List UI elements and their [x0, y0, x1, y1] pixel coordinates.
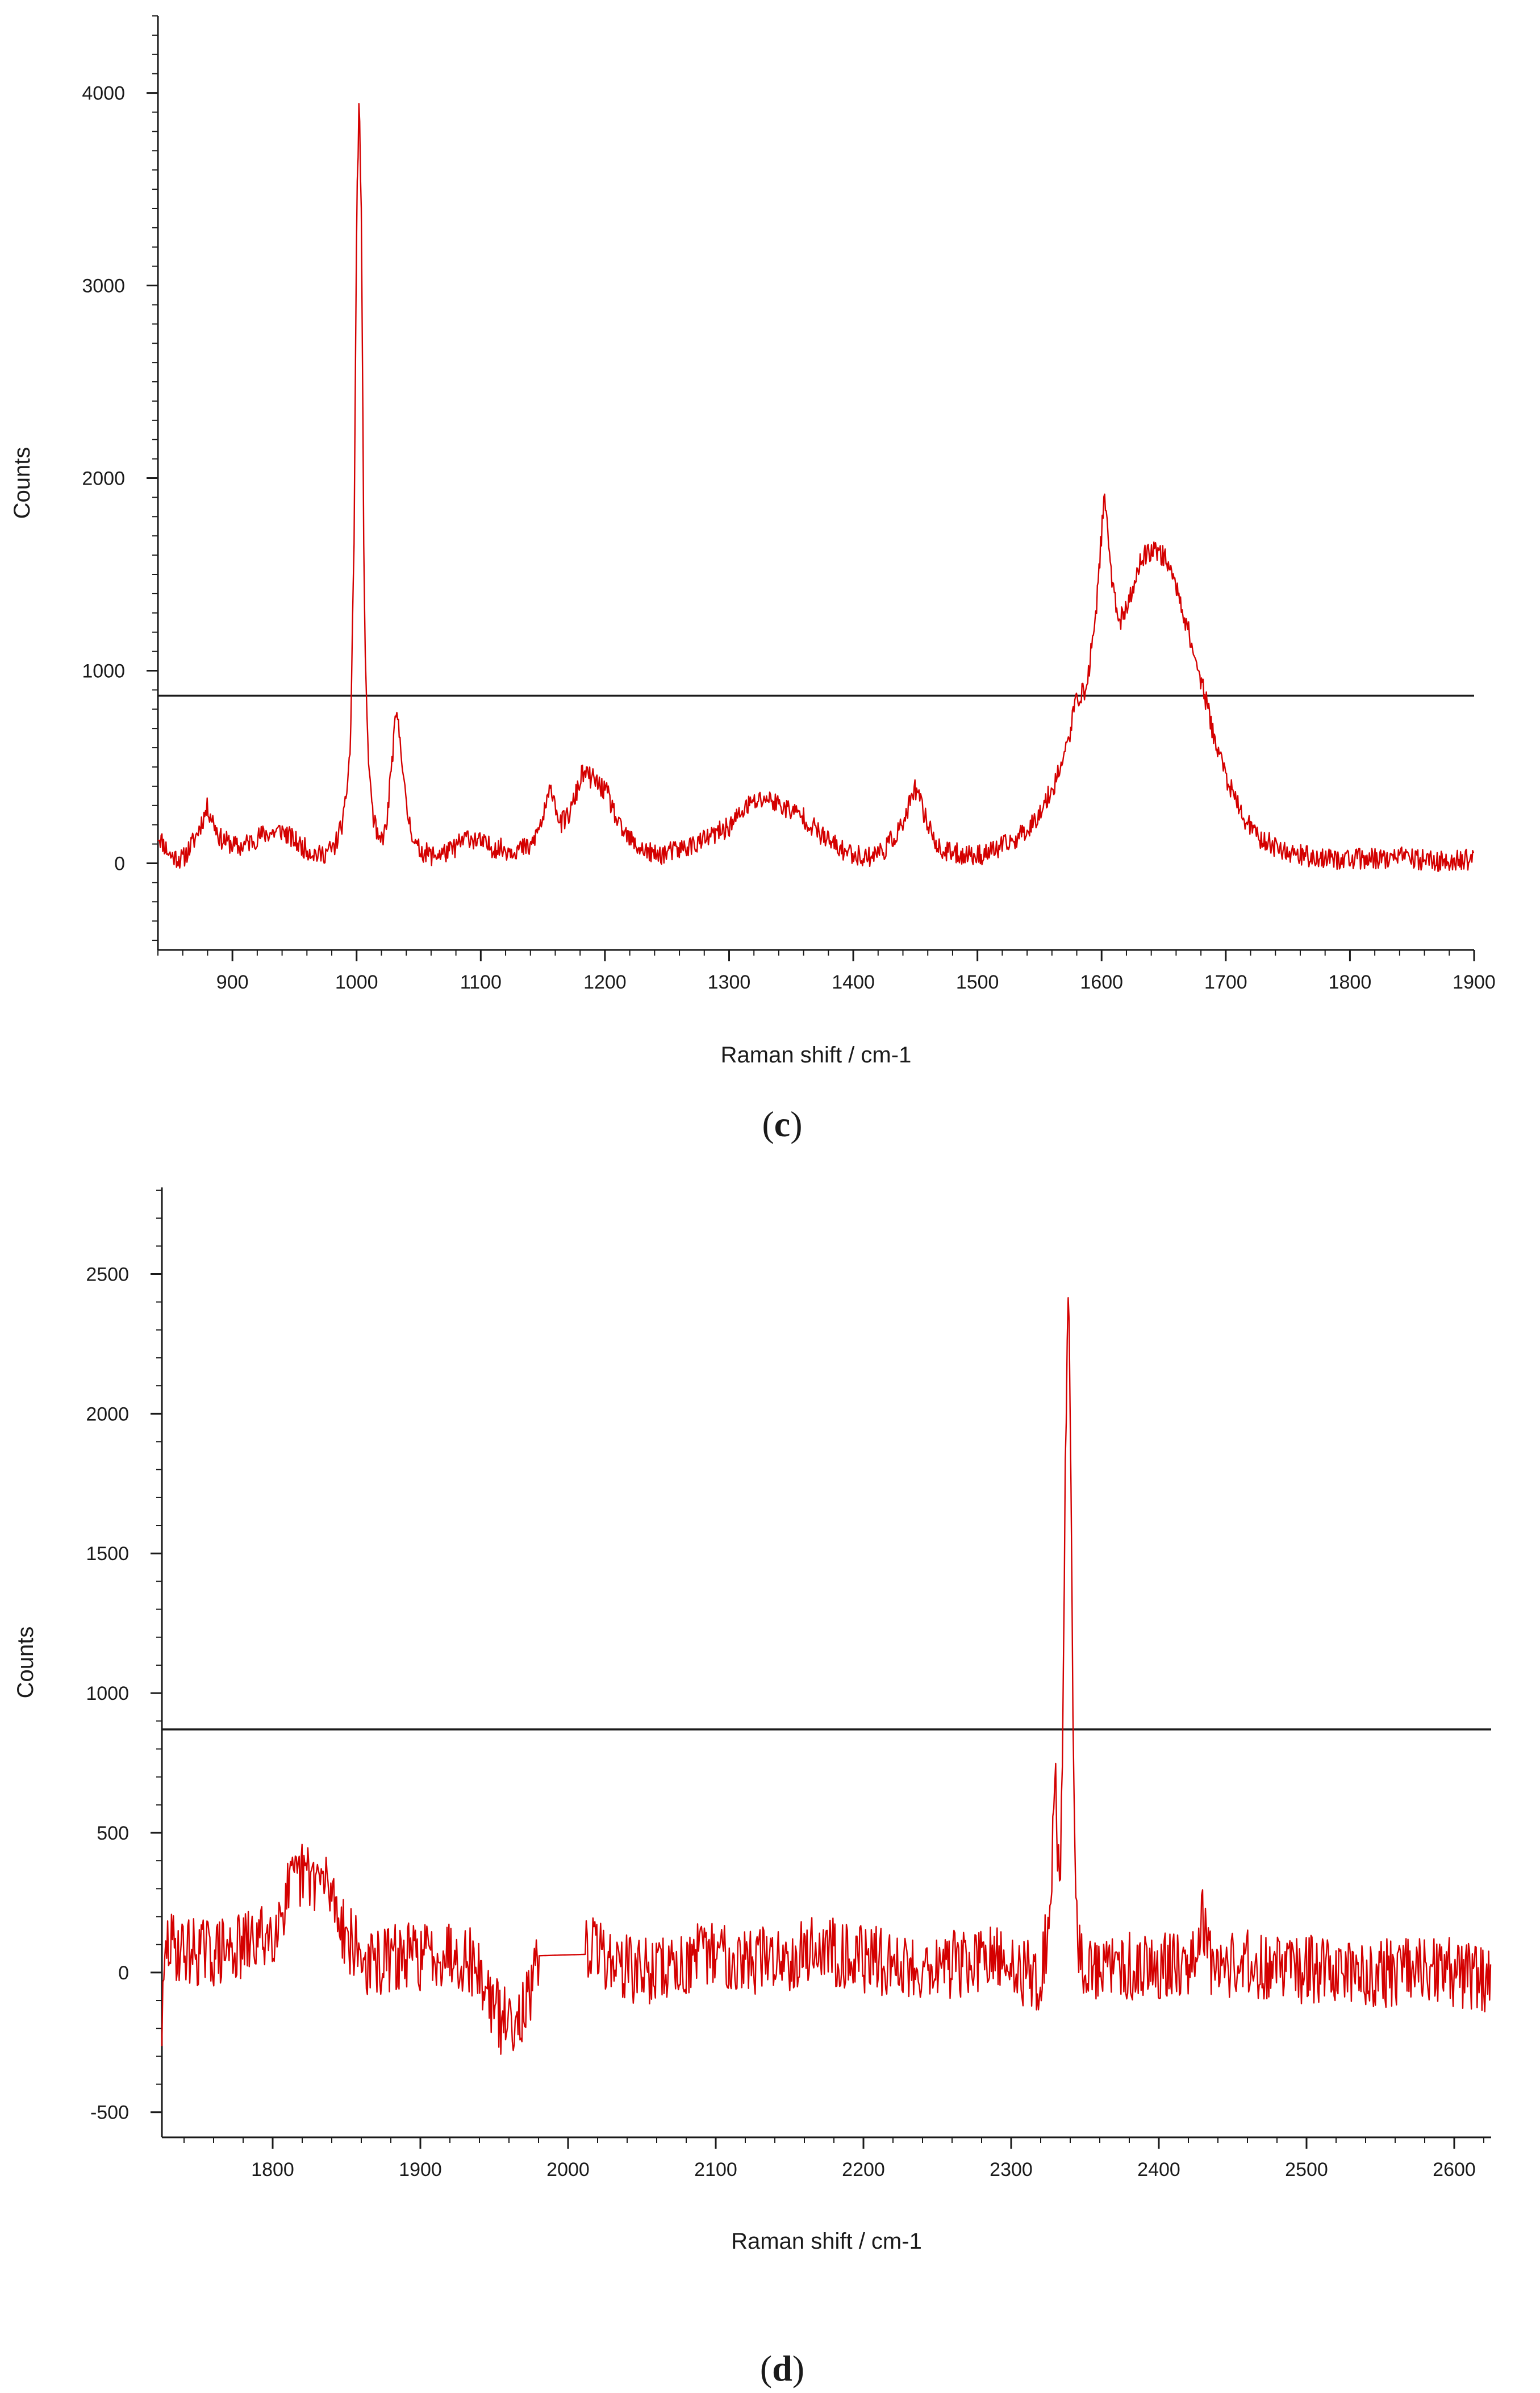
panel-caption: (c)	[762, 1104, 802, 1144]
y-tick-label: 0	[114, 853, 125, 874]
y-tick-label: 0	[118, 1962, 129, 1984]
x-tick-label: 1500	[956, 972, 999, 993]
y-tick-label: 2500	[86, 1264, 129, 1285]
caption-open-paren: (	[760, 2348, 772, 2388]
x-tick-label: 1900	[1453, 972, 1496, 993]
x-tick-label: 1600	[1080, 972, 1123, 993]
x-tick-label: 2000	[546, 2159, 590, 2181]
x-tick-label: 1400	[832, 972, 875, 993]
x-tick-label: 2400	[1137, 2159, 1180, 2181]
y-tick-label: 1000	[86, 1683, 129, 1704]
x-tick-label: 900	[216, 972, 249, 993]
x-tick-label: 2300	[990, 2159, 1033, 2181]
x-tick-label: 1700	[1204, 972, 1247, 993]
panel-d-chart: 1800 1900 2000 2100 2200 2300 2400 2500 2600 -500…	[13, 1187, 1492, 2388]
x-tick-label: 1300	[708, 972, 751, 993]
x-tick-label: 2600	[1433, 2159, 1476, 2181]
x-tick-label: 1900	[399, 2159, 442, 2181]
x-tick-label: 2100	[694, 2159, 737, 2181]
caption-open-paren: (	[762, 1104, 774, 1144]
y-tick-label: 2000	[82, 468, 125, 490]
x-tick-label: 1000	[335, 972, 378, 993]
x-tick-label: 1800	[1329, 972, 1372, 993]
spectrum-series-line	[161, 1296, 1492, 2055]
caption-letter: c	[774, 1104, 790, 1144]
x-tick-label: 2200	[842, 2159, 885, 2181]
y-tick-label: 1500	[86, 1543, 129, 1565]
y-tick-label: 2000	[86, 1403, 129, 1425]
x-tick-label: 1800	[251, 2159, 294, 2181]
x-tick-label: 2500	[1285, 2159, 1328, 2181]
y-axis-title: Counts	[13, 1627, 38, 1699]
panel-caption: (d)	[760, 2348, 804, 2388]
y-axis-title: Counts	[10, 447, 35, 519]
caption-close-paren: )	[790, 1104, 802, 1144]
y-tick-label: 500	[97, 1823, 129, 1844]
x-axis-title: Raman shift / cm-1	[731, 2229, 922, 2254]
x-axis-title: Raman shift / cm-1	[721, 1043, 912, 1068]
x-tick-label: 1200	[583, 972, 627, 993]
y-tick-label: -500	[90, 2102, 129, 2124]
caption-letter: d	[772, 2348, 792, 2388]
panel-c-chart: 900 1000 1100 1200 1300 1400 1500 1600 1700 1800 1…	[10, 15, 1496, 1144]
spectrum-series-line	[157, 103, 1475, 872]
y-tick-label: 1000	[82, 660, 125, 682]
x-tick-label: 1100	[460, 972, 502, 993]
caption-close-paren: )	[792, 2348, 804, 2388]
y-tick-label: 4000	[82, 83, 125, 105]
y-tick-label: 3000	[82, 276, 125, 297]
